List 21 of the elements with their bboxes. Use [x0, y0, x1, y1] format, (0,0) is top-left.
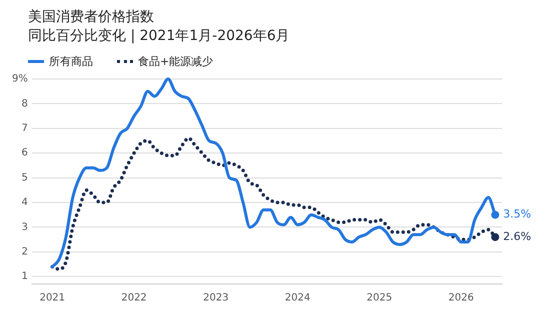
legend-label: 所有商品 [49, 54, 93, 69]
y-tick-label: 8 [21, 98, 28, 110]
y-tick-label: 1 [21, 271, 28, 282]
y-tick-label: 7 [21, 122, 28, 134]
x-tick-label: 2023 [203, 292, 229, 304]
y-tick-label: 4 [21, 197, 28, 208]
chart-subtitle: 同比百分比变化 | 2021年1月-2026年6月 [28, 27, 291, 46]
y-tick-label: 3 [21, 222, 28, 233]
y-tick-label: 9% [12, 74, 28, 85]
annotation: 2.6% [503, 230, 532, 243]
annotation: 3.5% [503, 208, 532, 221]
x-tick-label: 2021 [40, 292, 66, 304]
x-tick-label: 2024 [284, 292, 310, 304]
chart-title: 美国消费者价格指数 [28, 8, 155, 27]
x-tick-label: 2022 [121, 292, 147, 304]
y-tick-label: 5 [21, 172, 28, 184]
y-tick-label: 2 [21, 246, 28, 258]
legend-label: 食品+能源减少 [138, 54, 214, 69]
x-tick-label: 2025 [366, 292, 392, 304]
y-tick-label: 6 [21, 148, 28, 159]
x-tick-label: 2026 [448, 292, 474, 304]
